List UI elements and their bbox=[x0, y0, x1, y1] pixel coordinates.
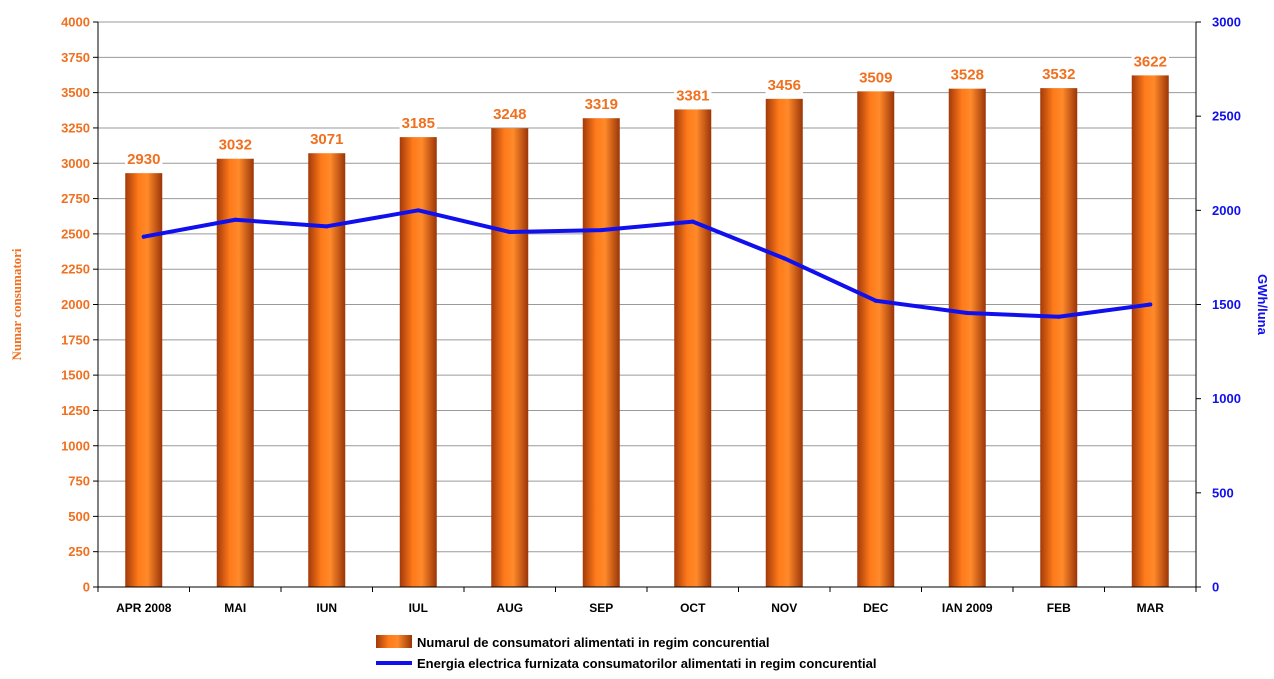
data-label-background bbox=[125, 151, 163, 169]
x-tick-label: NOV bbox=[771, 601, 797, 615]
data-label-background bbox=[399, 115, 437, 133]
line-point bbox=[1056, 314, 1061, 319]
right-tick-label: 3000 bbox=[1212, 15, 1241, 30]
bar bbox=[399, 137, 437, 587]
bar-series bbox=[125, 75, 1169, 588]
data-label-background bbox=[216, 136, 254, 154]
left-tick-label: 2500 bbox=[61, 226, 90, 241]
legend-swatch-bars bbox=[376, 635, 412, 648]
bar bbox=[491, 128, 529, 587]
legend-label-line: Energia electrica furnizata consumatoril… bbox=[417, 656, 876, 671]
x-tick-label: FEB bbox=[1047, 601, 1071, 615]
left-tick-label: 750 bbox=[68, 474, 90, 489]
data-label-background bbox=[1040, 66, 1078, 84]
data-label: 3071 bbox=[310, 131, 343, 148]
right-tick-label: 2500 bbox=[1212, 109, 1241, 124]
data-label-background bbox=[1131, 53, 1169, 71]
right-tick-label: 0 bbox=[1212, 580, 1219, 595]
line-point bbox=[324, 224, 329, 229]
left-tick-label: 500 bbox=[68, 509, 90, 524]
data-label: 3532 bbox=[1042, 66, 1075, 83]
left-tick-label: 3750 bbox=[61, 50, 90, 65]
data-label-background bbox=[491, 106, 529, 124]
x-tick-label: DEC bbox=[863, 601, 889, 615]
bar bbox=[857, 91, 895, 587]
data-label-background bbox=[582, 96, 620, 114]
left-tick-label: 4000 bbox=[61, 15, 90, 30]
axes: 0 250 500 750 1000 1250 1500 1750 2000 2250 2500 27… bbox=[9, 15, 1270, 616]
left-tick-label: 2000 bbox=[61, 297, 90, 312]
left-tick-label: 3000 bbox=[61, 156, 90, 171]
bar bbox=[948, 88, 986, 588]
bar bbox=[308, 153, 346, 587]
energy-line bbox=[141, 208, 1153, 319]
bar bbox=[674, 109, 712, 587]
data-label-background bbox=[765, 76, 803, 94]
bar bbox=[765, 98, 803, 587]
bar bbox=[216, 158, 254, 588]
x-tick-label: IUL bbox=[409, 601, 428, 615]
bar bbox=[582, 118, 620, 587]
left-tick-label: 1500 bbox=[61, 368, 90, 383]
x-tick-label: IAN 2009 bbox=[942, 601, 993, 615]
bar bbox=[125, 173, 163, 587]
data-label: 3528 bbox=[951, 67, 984, 84]
left-tick-label: 1750 bbox=[61, 332, 90, 347]
legend-label-bars: Numarul de consumatori alimentati in reg… bbox=[417, 635, 770, 650]
data-label: 3381 bbox=[676, 87, 709, 104]
x-tick-label: IUN bbox=[316, 601, 337, 615]
line-point bbox=[965, 310, 970, 315]
right-tick-label: 2000 bbox=[1212, 203, 1241, 218]
gridlines bbox=[98, 21, 1196, 553]
right-tick-label: 500 bbox=[1212, 485, 1234, 500]
left-tick-label: 0 bbox=[83, 580, 90, 595]
data-label: 3248 bbox=[493, 106, 526, 123]
legend: Numarul de consumatori alimentati in reg… bbox=[376, 635, 876, 671]
x-tick-label: MAI bbox=[224, 601, 246, 615]
line-point bbox=[233, 217, 238, 222]
right-tick-label: 1500 bbox=[1212, 297, 1241, 312]
data-label-background bbox=[857, 69, 895, 87]
left-tick-label: 1250 bbox=[61, 403, 90, 418]
bar-labels: 2930 3032 3071 3185 3248 3319 3381 3456 3509 3528… bbox=[125, 53, 1169, 169]
line-point bbox=[599, 228, 604, 233]
left-tick-label: 1000 bbox=[61, 438, 90, 453]
left-tick-label: 3500 bbox=[61, 85, 90, 100]
x-tick-label: OCT bbox=[680, 601, 706, 615]
line-series bbox=[141, 208, 1153, 319]
bar bbox=[1131, 75, 1169, 587]
data-label: 3622 bbox=[1134, 53, 1167, 70]
data-label-background bbox=[674, 87, 712, 105]
left-tick-label: 2750 bbox=[61, 191, 90, 206]
y-axis-title: Numar consumatori bbox=[9, 248, 24, 360]
data-label-background bbox=[308, 131, 346, 149]
x-tick-label: MAR bbox=[1137, 601, 1165, 615]
data-label: 3185 bbox=[402, 115, 435, 132]
line-point bbox=[782, 256, 787, 261]
x-tick-label: APR 2008 bbox=[116, 601, 172, 615]
left-tick-label: 2250 bbox=[61, 262, 90, 277]
x-tick-label: AUG bbox=[496, 601, 523, 615]
line-point bbox=[507, 229, 512, 234]
data-label: 2930 bbox=[127, 151, 160, 168]
bar bbox=[1040, 88, 1078, 587]
left-tick-label: 3250 bbox=[61, 120, 90, 135]
line-point bbox=[416, 208, 421, 213]
data-label-background bbox=[948, 66, 986, 84]
right-tick-label: 1000 bbox=[1212, 391, 1241, 406]
line-point bbox=[690, 219, 695, 224]
left-tick-label: 250 bbox=[68, 544, 90, 559]
line-point bbox=[1148, 302, 1153, 307]
data-label: 3032 bbox=[219, 137, 252, 154]
x-tick-label: SEP bbox=[589, 601, 613, 615]
data-label: 3319 bbox=[585, 96, 618, 113]
line-point bbox=[873, 298, 878, 303]
data-label: 3509 bbox=[859, 69, 892, 86]
data-label: 3456 bbox=[768, 77, 801, 94]
line-point bbox=[141, 234, 146, 239]
y2-axis-title: GWh/luna bbox=[1255, 274, 1270, 335]
